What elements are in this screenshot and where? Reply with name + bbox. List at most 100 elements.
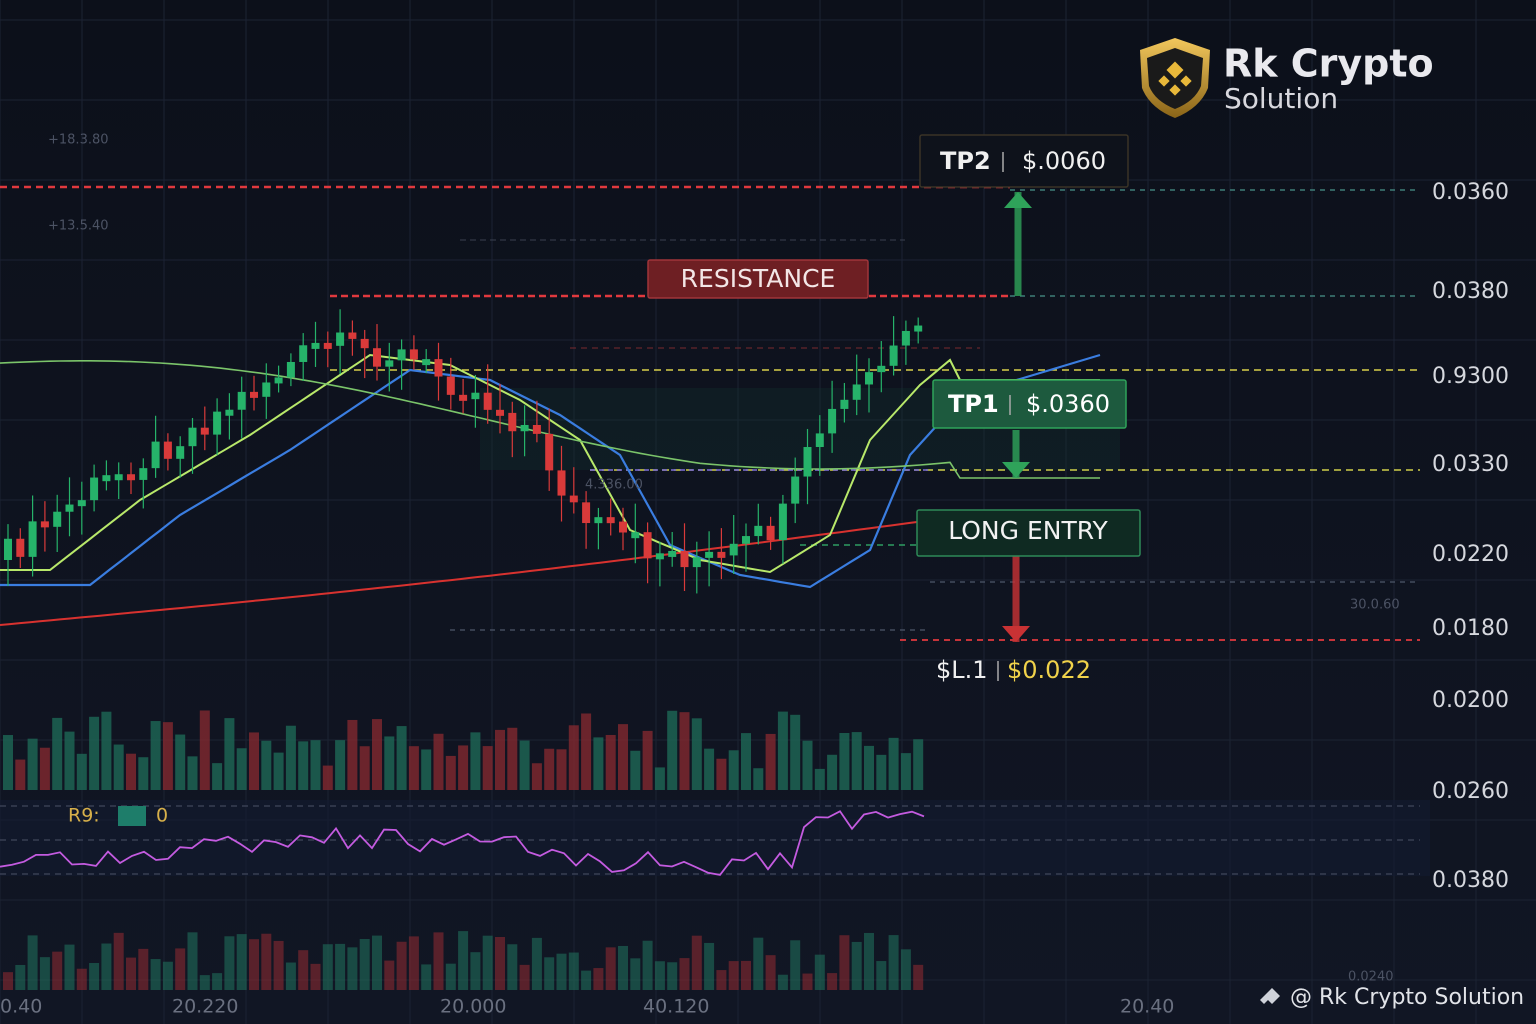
- volume-bar: [27, 738, 38, 790]
- price-axis-label: 0.9300: [1432, 364, 1509, 389]
- candle-body: [520, 424, 529, 432]
- volume-bar: [753, 768, 764, 790]
- candle-body: [705, 551, 714, 558]
- stop-loss-label: $L.1: [936, 656, 988, 684]
- volume-bar: [359, 939, 370, 990]
- candle-body: [901, 330, 910, 346]
- candle-body: [655, 553, 664, 560]
- candle-body: [250, 391, 258, 398]
- volume-bar: [261, 933, 272, 990]
- volume-bar: [765, 955, 776, 990]
- candle-body: [840, 399, 849, 409]
- volume-bar: [741, 733, 751, 790]
- tp1-label: TP1: [948, 390, 999, 418]
- volume-bar: [913, 964, 924, 990]
- volume-bar: [76, 968, 87, 990]
- candle-body: [803, 447, 812, 477]
- volume-bar: [236, 934, 247, 990]
- candle-body: [176, 446, 185, 459]
- candle-body: [262, 382, 271, 397]
- volume-bar: [372, 935, 382, 990]
- faint-label: +13.5.40: [48, 219, 109, 234]
- volume-bar: [864, 745, 874, 790]
- candle-body: [188, 427, 197, 447]
- volume-bar: [347, 947, 358, 990]
- volume-bar: [249, 939, 259, 990]
- volume-bar: [728, 750, 739, 790]
- volume-bar: [273, 752, 284, 790]
- candle-body: [471, 392, 480, 400]
- volume-bar: [224, 718, 235, 790]
- volume-bar: [101, 943, 112, 990]
- volume-bar: [126, 957, 136, 990]
- volume-bar: [458, 745, 469, 790]
- logo-title: Rk Crypto: [1223, 42, 1434, 86]
- volume-bar: [556, 953, 567, 990]
- volume-bar: [519, 964, 530, 990]
- volume-bar: [396, 726, 407, 790]
- rsi-line: [0, 810, 925, 876]
- volume-bar: [175, 948, 186, 990]
- candle-body: [40, 521, 49, 528]
- candle-body: [446, 376, 455, 395]
- volume-bar: [679, 958, 690, 990]
- volume-bar: [790, 714, 801, 790]
- volume-bar: [900, 949, 911, 990]
- volume-bar: [322, 765, 333, 790]
- volume-bar: [162, 722, 173, 790]
- volume-bar: [851, 732, 862, 790]
- candle-body: [692, 557, 701, 568]
- candle-body: [680, 550, 689, 568]
- candle-body: [877, 365, 886, 373]
- watermark: @ Rk Crypto Solution: [1290, 985, 1524, 1010]
- volume-bar: [199, 710, 210, 790]
- candle-body: [311, 342, 320, 349]
- volume-bar: [753, 937, 764, 990]
- volume-bar: [224, 936, 235, 990]
- volume-bar: [285, 725, 296, 790]
- candle-body: [532, 424, 541, 434]
- volume-bar: [187, 756, 198, 790]
- candle-body: [865, 372, 873, 385]
- volume-bar: [138, 948, 149, 990]
- time-axis-label: 20.220: [172, 996, 238, 1018]
- volume-bar: [716, 970, 727, 990]
- volume-bar: [396, 941, 407, 990]
- candle-body: [483, 392, 492, 410]
- candle-body: [53, 511, 62, 527]
- candle-body: [114, 474, 123, 481]
- price-axis-label: 0.0180: [1432, 616, 1509, 641]
- tp2-price: $.0060: [1022, 147, 1106, 175]
- volume-bar: [814, 954, 825, 990]
- volume-bar: [421, 749, 432, 790]
- volume-bar: [605, 734, 616, 790]
- candle-body: [914, 325, 923, 332]
- volume-bar: [150, 959, 161, 990]
- volume-bar: [347, 719, 358, 790]
- volume-bar: [864, 932, 874, 990]
- candle-body: [286, 361, 295, 378]
- volume-bar: [741, 960, 751, 990]
- candle-body: [409, 349, 418, 360]
- volume-bar: [310, 963, 321, 990]
- price-axis-label: 0.0200: [1432, 688, 1509, 713]
- volume-bar: [581, 970, 592, 990]
- volume-bar: [605, 947, 616, 990]
- candle-body: [557, 470, 566, 496]
- volume-bar: [667, 710, 678, 790]
- candle-body: [28, 521, 37, 557]
- volume-bar: [679, 712, 690, 790]
- volume-bar: [544, 957, 555, 990]
- volume-bar: [827, 754, 838, 790]
- candle-body: [422, 359, 431, 366]
- candle-body: [348, 332, 357, 339]
- volume-bar: [52, 951, 63, 990]
- volume-bar: [384, 736, 395, 790]
- candle-body: [163, 441, 172, 459]
- volume-bar: [150, 721, 161, 790]
- volume-bar: [507, 944, 518, 990]
- volume-bar: [839, 732, 850, 790]
- long-entry-label: LONG ENTRY: [948, 516, 1108, 545]
- chart-content: TP2 $.0060 RESISTANCE TP1 $.0360 LONG ENTRY $L…: [0, 133, 1524, 1018]
- volume-bar: [507, 727, 518, 790]
